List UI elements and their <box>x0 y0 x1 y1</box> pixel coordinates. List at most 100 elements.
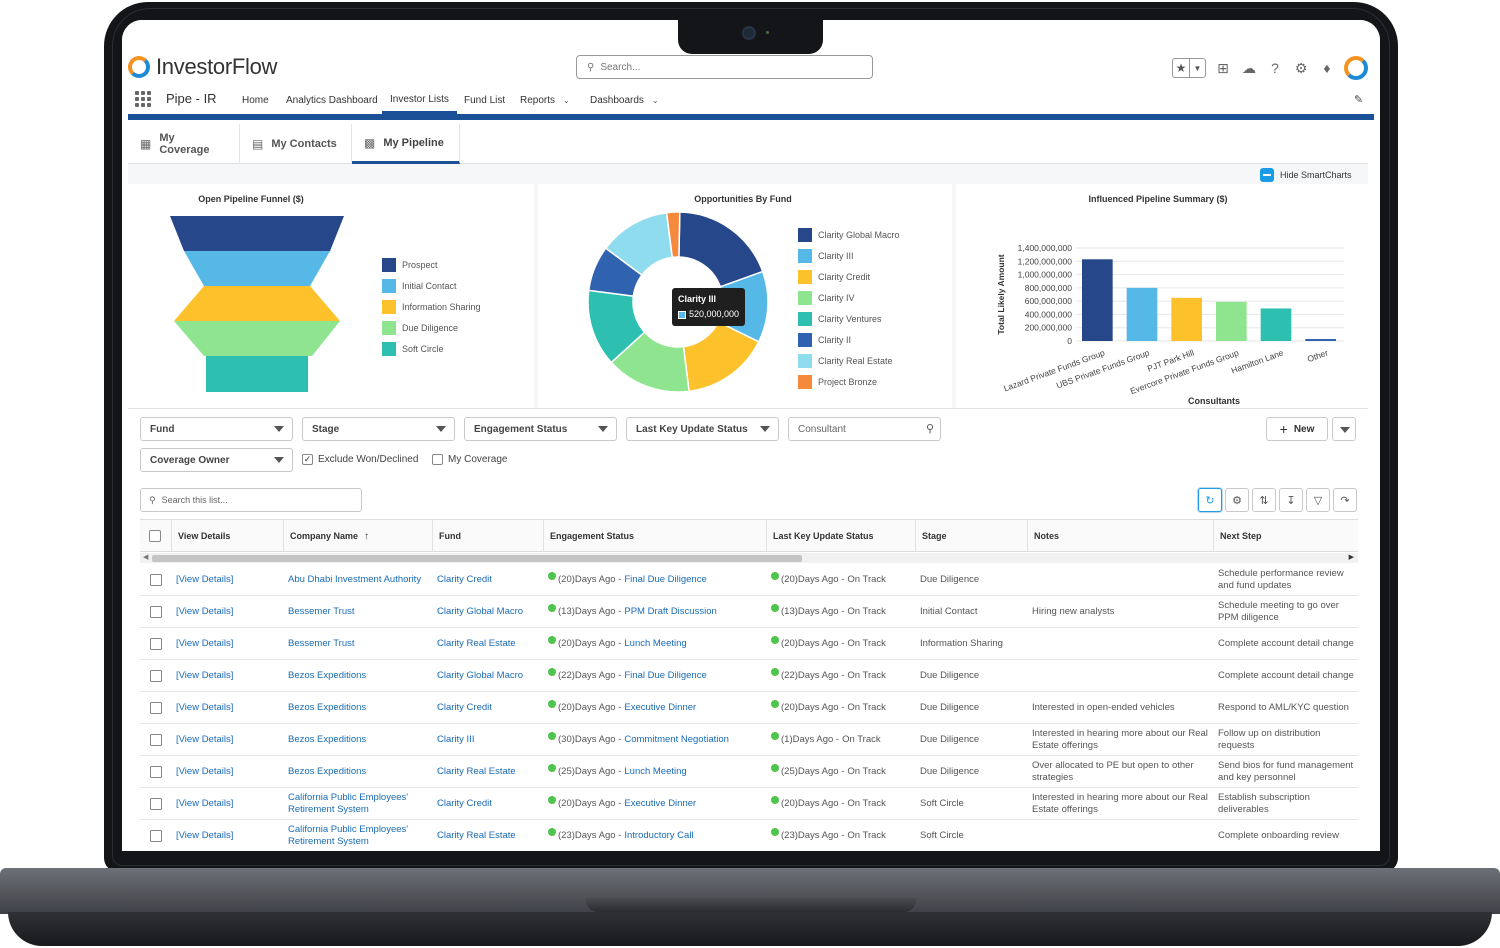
row-checkbox[interactable] <box>150 638 162 650</box>
tab-my-contacts[interactable]: ▤ My Contacts <box>240 124 352 164</box>
edit-nav-pencil-icon[interactable]: ✎ <box>1354 94 1364 106</box>
gear-icon[interactable]: ⚙ <box>1294 59 1308 76</box>
nav-tab-fund-list[interactable]: Fund List <box>460 86 509 114</box>
tab-my-pipeline[interactable]: ▩ My Pipeline <box>352 124 460 164</box>
row-checkbox[interactable] <box>150 574 162 586</box>
stage-filter[interactable]: Stage <box>302 417 455 441</box>
bar-pjt-park-hill[interactable] <box>1171 297 1202 341</box>
cloud-icon[interactable]: ☁ <box>1242 59 1256 76</box>
company-name-link[interactable]: Abu Dhabi Investment Authority <box>288 574 422 585</box>
pie-legend-item[interactable]: Clarity Credit <box>798 266 900 287</box>
last-key-update-status-filter[interactable]: Last Key Update Status <box>626 417 779 441</box>
exclude-won-declined-checkbox[interactable]: ✓ Exclude Won/Declined <box>302 454 418 465</box>
engagement-event-link[interactable]: Commitment Negotiation <box>624 734 729 745</box>
chevron-down-icon[interactable]: ⌄ <box>563 95 570 105</box>
table-row[interactable]: [View Details] California Public Employee… <box>140 788 1358 820</box>
view-details-link[interactable]: [View Details] <box>176 606 234 617</box>
table-row[interactable]: [View Details] Bezos Expeditions Clarity C… <box>140 692 1358 724</box>
add-icon[interactable]: ⊞ <box>1217 59 1229 76</box>
bar-ubs-private-funds-group[interactable] <box>1126 287 1158 341</box>
fund-link[interactable]: Clarity Credit <box>437 702 492 713</box>
engagement-status-filter[interactable]: Engagement Status <box>464 417 617 441</box>
column-header-stage[interactable]: Stage <box>916 520 1028 552</box>
column-header-company-name[interactable]: Company Name ↑ <box>284 520 433 552</box>
view-details-link[interactable]: [View Details] <box>176 670 234 681</box>
company-name-link[interactable]: California Public Employees' Retirement … <box>288 792 409 815</box>
fund-link[interactable]: Clarity Global Macro <box>437 670 524 681</box>
chevron-down-icon[interactable]: ▼ <box>1189 59 1205 77</box>
new-menu-dropdown[interactable] <box>1332 417 1356 441</box>
row-checkbox[interactable] <box>150 798 162 810</box>
company-name-link[interactable]: California Public Employees' Retirement … <box>288 824 409 847</box>
funnel-legend-item[interactable]: Soft Circle <box>382 338 481 359</box>
engagement-event-link[interactable]: PPM Draft Discussion <box>624 606 717 617</box>
engagement-event-link[interactable]: Executive Dinner <box>624 702 697 713</box>
fund-link[interactable]: Clarity Global Macro <box>437 606 524 617</box>
global-search-input[interactable]: ⚲ Search... <box>576 55 873 79</box>
row-checkbox[interactable] <box>150 734 162 746</box>
table-row[interactable]: [View Details] California Public Employee… <box>140 820 1358 851</box>
view-details-link[interactable]: [View Details] <box>176 638 234 649</box>
my-coverage-checkbox[interactable]: My Coverage <box>432 454 507 465</box>
consultant-search-input[interactable]: Consultant ⚲ <box>788 417 941 441</box>
company-name-link[interactable]: Bessemer Trust <box>288 638 355 649</box>
pie-legend-item[interactable]: Clarity III <box>798 245 900 266</box>
new-button[interactable]: + New <box>1266 417 1328 441</box>
pie-legend-item[interactable]: Clarity Ventures <box>798 308 900 329</box>
sort-icon[interactable]: ⇅ <box>1252 488 1276 512</box>
row-checkbox[interactable] <box>150 766 162 778</box>
nav-tab-dashboards[interactable]: Dashboards ⌄ <box>586 86 663 114</box>
engagement-event-link[interactable]: Introductory Call <box>624 830 694 841</box>
row-checkbox[interactable] <box>150 606 162 618</box>
view-details-link[interactable]: [View Details] <box>176 702 234 713</box>
view-details-link[interactable]: [View Details] <box>176 798 234 809</box>
share-icon[interactable]: ↷ <box>1333 488 1357 512</box>
horizontal-scrollbar[interactable]: ◀ ▶ <box>140 553 1358 563</box>
column-header-view-details[interactable]: View Details <box>172 520 284 552</box>
scroll-left-icon[interactable]: ◀ <box>143 554 149 561</box>
company-name-link[interactable]: Bezos Expeditions <box>288 702 367 713</box>
column-header-engagement-status[interactable]: Engagement Status <box>544 520 767 552</box>
scroll-right-icon[interactable]: ▶ <box>1348 554 1354 561</box>
pie-legend-item[interactable]: Clarity II <box>798 329 900 350</box>
engagement-event-link[interactable]: Final Due Diligence <box>624 574 707 585</box>
row-checkbox[interactable] <box>150 830 162 842</box>
pie-legend-item[interactable]: Clarity IV <box>798 287 900 308</box>
funnel-legend-item[interactable]: Prospect <box>382 254 481 275</box>
column-header-fund[interactable]: Fund <box>433 520 544 552</box>
pie-legend-item[interactable]: Project Bronze <box>798 371 900 392</box>
funnel-segment-initial-contact[interactable] <box>184 251 330 286</box>
table-row[interactable]: [View Details] Bezos Expeditions Clarity G… <box>140 660 1358 692</box>
nav-tab-home[interactable]: Home <box>238 86 273 114</box>
company-name-link[interactable]: Bessemer Trust <box>288 606 355 617</box>
sort-ascending-icon[interactable]: ↑ <box>364 530 370 542</box>
table-row[interactable]: [View Details] Bezos Expeditions Clarity R… <box>140 756 1358 788</box>
bar-evercore-private-funds-group[interactable] <box>1216 301 1247 341</box>
fund-filter[interactable]: Fund <box>140 417 293 441</box>
column-header-last-key-update-status[interactable]: Last Key Update Status <box>767 520 916 552</box>
nav-tab-investor-lists[interactable]: Investor Lists <box>382 86 457 114</box>
row-checkbox[interactable] <box>150 670 162 682</box>
funnel-legend-item[interactable]: Initial Contact <box>382 275 481 296</box>
fund-link[interactable]: Clarity Real Estate <box>437 830 516 841</box>
scrollbar-thumb[interactable] <box>152 555 802 562</box>
funnel-legend-item[interactable]: Information Sharing <box>382 296 481 317</box>
help-icon[interactable]: ? <box>1271 60 1279 76</box>
view-details-link[interactable]: [View Details] <box>176 734 234 745</box>
engagement-event-link[interactable]: Lunch Meeting <box>624 638 687 649</box>
select-all-checkbox[interactable] <box>149 530 161 542</box>
fund-link[interactable]: Clarity Real Estate <box>437 638 516 649</box>
download-icon[interactable]: ↧ <box>1279 488 1303 512</box>
table-row[interactable]: [View Details] Bessemer Trust Clarity Real… <box>140 628 1358 660</box>
bar-lazard-private-funds-group[interactable] <box>1082 259 1113 341</box>
fund-link[interactable]: Clarity III <box>437 734 475 745</box>
funnel-segment-information-sharing[interactable] <box>174 286 340 321</box>
funnel-segment-prospect[interactable] <box>170 216 344 251</box>
bar-other[interactable] <box>1305 339 1336 341</box>
engagement-event-link[interactable]: Final Due Diligence <box>624 670 707 681</box>
bell-icon[interactable]: ♦ <box>1323 60 1331 76</box>
engagement-event-link[interactable]: Executive Dinner <box>624 798 697 809</box>
donut-slice-project-bronze[interactable] <box>665 212 681 259</box>
funnel-legend-item[interactable]: Due Diligence <box>382 317 481 338</box>
table-row[interactable]: [View Details] Bezos Expeditions Clarity I… <box>140 724 1358 756</box>
